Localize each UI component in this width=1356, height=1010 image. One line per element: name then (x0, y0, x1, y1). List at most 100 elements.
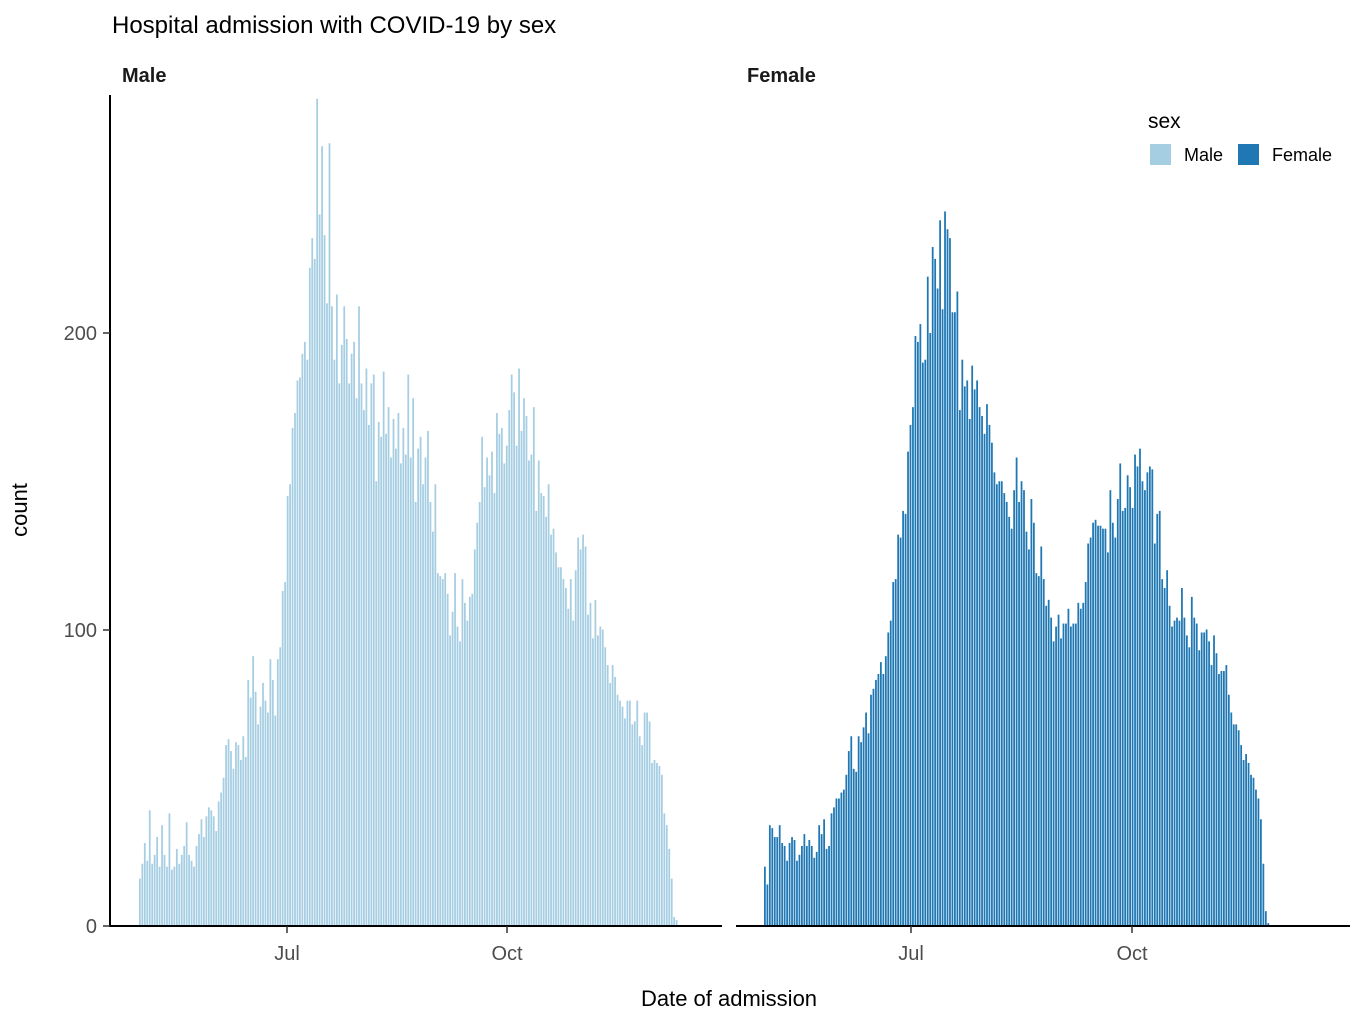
bar-male-123 (441, 579, 444, 926)
bar-male-200 (631, 724, 634, 926)
bar-male-177 (574, 570, 577, 926)
bar-male-126 (449, 635, 452, 926)
bar-male-145 (496, 413, 498, 926)
bar-female-14 (798, 854, 801, 926)
bar-female-85 (973, 389, 976, 927)
bar-female-188 (1227, 694, 1230, 926)
bar-female-72 (941, 309, 944, 926)
x-tick-label-oct-female: Oct (1116, 943, 1148, 965)
bar-female-146 (1124, 507, 1127, 926)
bar-female-39 (860, 742, 863, 926)
bar-female-32 (842, 789, 845, 926)
bar-female-28 (833, 807, 835, 926)
bar-female-65 (924, 359, 927, 926)
bar-female-87 (978, 407, 981, 927)
bar-male-51 (264, 700, 267, 926)
bar-female-96 (1000, 481, 1003, 926)
bar-female-126 (1074, 623, 1077, 926)
bar-female-115 (1047, 599, 1050, 926)
bar-male-188 (601, 629, 604, 926)
legend: sex Male Female (1148, 110, 1332, 165)
bar-male-205 (643, 712, 646, 926)
bar-male-3 (146, 860, 149, 926)
bar-male-213 (663, 813, 666, 926)
bar-male-77 (328, 143, 331, 927)
bar-male-98 (380, 436, 383, 926)
bar-male-201 (633, 721, 636, 926)
bar-male-38 (232, 768, 235, 926)
bar-female-192 (1237, 730, 1240, 926)
bar-male-68 (306, 359, 309, 926)
bar-male-183 (589, 602, 592, 927)
bar-male-96 (375, 481, 378, 926)
bar-male-167 (550, 534, 552, 926)
bar-male-185 (594, 599, 597, 926)
bar-male-112 (414, 502, 417, 926)
bar-female-144 (1119, 463, 1122, 926)
bar-female-147 (1126, 475, 1129, 926)
bar-male-78 (331, 306, 333, 926)
bar-male-65 (299, 377, 301, 927)
bar-female-56 (902, 510, 904, 926)
legend-label-female: Female (1272, 145, 1332, 165)
bar-male-32 (217, 801, 220, 926)
bar-female-101 (1013, 490, 1016, 926)
bar-female-67 (929, 333, 932, 926)
bar-female-186 (1222, 671, 1225, 926)
bar-male-60 (286, 496, 289, 926)
bar-male-209 (653, 759, 656, 926)
bar-female-136 (1099, 525, 1102, 926)
bar-female-40 (862, 727, 865, 927)
bar-male-22 (193, 866, 195, 926)
bar-female-107 (1028, 549, 1030, 926)
bar-female-155 (1146, 472, 1149, 926)
bar-female-64 (921, 362, 924, 926)
bar-male-31 (215, 831, 218, 926)
bar-female-68 (931, 247, 934, 926)
bar-female-137 (1102, 528, 1104, 926)
bar-female-158 (1153, 543, 1156, 926)
bar-male-9 (161, 825, 163, 926)
bar-female-175 (1195, 623, 1198, 926)
bar-female-129 (1082, 602, 1085, 927)
bar-female-172 (1188, 647, 1191, 926)
bar-male-122 (439, 576, 442, 926)
bar-male-1 (141, 863, 144, 927)
bar-female-108 (1030, 499, 1033, 926)
bar-male-56 (276, 659, 279, 926)
x-tick-label-oct-male: Oct (491, 943, 523, 965)
bar-male-17 (180, 854, 183, 926)
bar-male-116 (424, 457, 427, 926)
bar-male-142 (488, 475, 491, 926)
bar-female-20 (813, 857, 816, 926)
bar-female-110 (1035, 573, 1038, 926)
x-axis-title: Date of admission (641, 986, 817, 1010)
bar-male-46 (252, 656, 255, 926)
bar-female-159 (1156, 513, 1159, 926)
bar-male-168 (552, 528, 555, 926)
bar-male-179 (579, 549, 582, 926)
bar-female-90 (986, 404, 988, 926)
bar-female-47 (879, 662, 882, 926)
bar-male-106 (399, 463, 402, 926)
legend-swatch-female (1238, 144, 1259, 165)
bar-female-1 (766, 884, 769, 926)
bar-female-94 (995, 484, 998, 926)
bar-female-156 (1148, 466, 1151, 926)
bar-male-152 (513, 392, 516, 926)
bar-female-70 (936, 288, 939, 926)
bar-male-18 (183, 845, 186, 926)
bar-male-120 (434, 484, 437, 926)
y-tick-label-100: 100 (64, 620, 97, 642)
bar-male-171 (560, 567, 562, 926)
bar-male-151 (510, 374, 513, 926)
bar-female-141 (1111, 522, 1114, 926)
bar-male-128 (454, 573, 456, 926)
legend-swatch-male (1150, 144, 1171, 165)
bar-male-30 (212, 816, 215, 926)
bar-male-194 (616, 694, 619, 926)
bar-male-174 (567, 608, 570, 926)
bar-male-104 (395, 448, 397, 926)
bar-male-184 (592, 638, 594, 926)
bar-female-178 (1203, 632, 1206, 926)
